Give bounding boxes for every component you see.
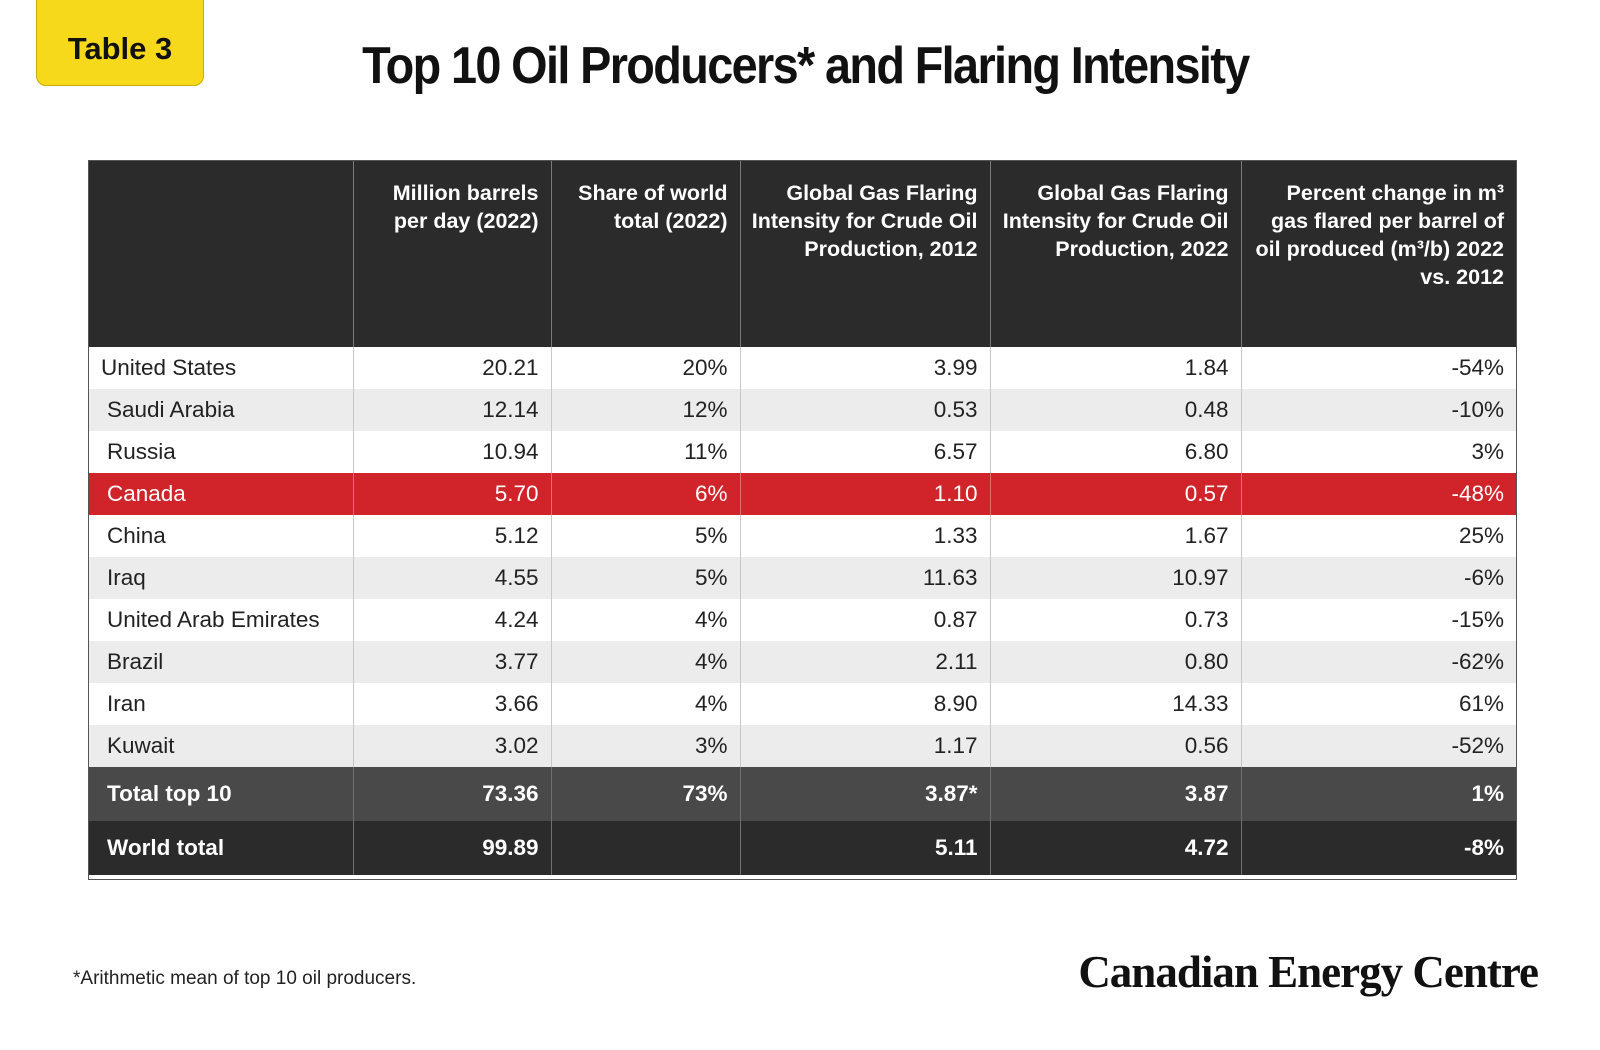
value-cell: -62% — [1240, 641, 1516, 683]
row-label-cell: Canada — [89, 473, 353, 515]
value-cell — [550, 821, 740, 875]
table-body: United States 20.21 20% 3.99 1.84 -54% Saudi A… — [89, 347, 1516, 875]
column-header — [89, 161, 353, 347]
value-cell: 3.77 — [352, 641, 551, 683]
value-cell: 5.70 — [352, 473, 551, 515]
value-cell: 4.72 — [989, 821, 1241, 875]
value-cell: 4.24 — [352, 599, 551, 641]
value-cell: 5.11 — [739, 821, 990, 875]
value-cell: 3.87 — [989, 767, 1241, 821]
value-cell: 5% — [550, 557, 740, 599]
row-label-cell: Russia — [89, 431, 353, 473]
column-header: Global Gas Flaring Intensity for Crude O… — [739, 161, 990, 347]
column-header: Global Gas Flaring Intensity for Crude O… — [989, 161, 1241, 347]
row-label-cell: China — [89, 515, 353, 557]
value-cell: 12.14 — [352, 389, 551, 431]
value-cell: 3% — [1240, 431, 1516, 473]
value-cell: 12% — [550, 389, 740, 431]
value-cell: 14.33 — [989, 683, 1241, 725]
value-cell: 4% — [550, 599, 740, 641]
table-row: China 5.12 5% 1.33 1.67 25% — [89, 515, 1516, 557]
table-number-badge: Table 3 — [36, 0, 204, 86]
value-cell: 0.48 — [989, 389, 1241, 431]
value-cell: -15% — [1240, 599, 1516, 641]
column-header: Share of world total (2022) — [550, 161, 740, 347]
value-cell: 5% — [550, 515, 740, 557]
value-cell: 0.56 — [989, 725, 1241, 767]
value-cell: 61% — [1240, 683, 1516, 725]
value-cell: 73.36 — [352, 767, 551, 821]
value-cell: 25% — [1240, 515, 1516, 557]
page-title: Top 10 Oil Producers* and Flaring Intens… — [362, 37, 1250, 95]
row-label-cell: Total top 10 — [89, 767, 353, 821]
table-row: Russia 10.94 11% 6.57 6.80 3% — [89, 431, 1516, 473]
row-label-cell: Iran — [89, 683, 353, 725]
value-cell: 1.10 — [739, 473, 990, 515]
brand-logo: Canadian Energy Centre — [1078, 947, 1539, 997]
value-cell: 6.80 — [989, 431, 1241, 473]
table-row: Saudi Arabia 12.14 12% 0.53 0.48 -10% — [89, 389, 1516, 431]
value-cell: 0.57 — [989, 473, 1241, 515]
table-header-row: Million barrels per day (2022) Share of … — [89, 161, 1516, 347]
table-row: Kuwait 3.02 3% 1.17 0.56 -52% — [89, 725, 1516, 767]
value-cell: 8.90 — [739, 683, 990, 725]
value-cell: 73% — [550, 767, 740, 821]
value-cell: 20% — [550, 347, 740, 389]
value-cell: 0.80 — [989, 641, 1241, 683]
row-label-cell: Saudi Arabia — [89, 389, 353, 431]
value-cell: 1% — [1240, 767, 1516, 821]
value-cell: 1.84 — [989, 347, 1241, 389]
value-cell: 3% — [550, 725, 740, 767]
row-label-cell: Kuwait — [89, 725, 353, 767]
value-cell: 5.12 — [352, 515, 551, 557]
value-cell: 11.63 — [739, 557, 990, 599]
table-row: Iran 3.66 4% 8.90 14.33 61% — [89, 683, 1516, 725]
value-cell: -6% — [1240, 557, 1516, 599]
value-cell: 1.33 — [739, 515, 990, 557]
value-cell: 3.87* — [739, 767, 990, 821]
column-header: Million barrels per day (2022) — [352, 161, 551, 347]
row-label-cell: Iraq — [89, 557, 353, 599]
value-cell: -54% — [1240, 347, 1516, 389]
value-cell: 3.66 — [352, 683, 551, 725]
row-label-cell: World total — [89, 821, 353, 875]
footnote: *Arithmetic mean of top 10 oil producers… — [73, 968, 417, 989]
value-cell: 11% — [550, 431, 740, 473]
value-cell: -52% — [1240, 725, 1516, 767]
column-header: Percent change in m³ gas flared per barr… — [1240, 161, 1516, 347]
value-cell: -8% — [1240, 821, 1516, 875]
value-cell: 6% — [550, 473, 740, 515]
value-cell: 4.55 — [352, 557, 551, 599]
value-cell: 6.57 — [739, 431, 990, 473]
value-cell: 2.11 — [739, 641, 990, 683]
producers-table: Million barrels per day (2022) Share of … — [89, 161, 1516, 875]
value-cell: 3.99 — [739, 347, 990, 389]
value-cell: 0.73 — [989, 599, 1241, 641]
value-cell: -48% — [1240, 473, 1516, 515]
world-total-row: World total 99.89 5.11 4.72 -8% — [89, 821, 1516, 875]
value-cell: 4% — [550, 683, 740, 725]
value-cell: 1.17 — [739, 725, 990, 767]
row-label-cell: United Arab Emirates — [89, 599, 353, 641]
row-label-cell: Brazil — [89, 641, 353, 683]
table-row: Iraq 4.55 5% 11.63 10.97 -6% — [89, 557, 1516, 599]
value-cell: 1.67 — [989, 515, 1241, 557]
value-cell: 10.97 — [989, 557, 1241, 599]
value-cell: 3.02 — [352, 725, 551, 767]
value-cell: 20.21 — [352, 347, 551, 389]
value-cell: 10.94 — [352, 431, 551, 473]
value-cell: 0.87 — [739, 599, 990, 641]
value-cell: 4% — [550, 641, 740, 683]
value-cell: 99.89 — [352, 821, 551, 875]
row-label-cell: United States — [89, 347, 353, 389]
total-top-10-row: Total top 10 73.36 73% 3.87* 3.87 1% — [89, 767, 1516, 821]
table-row: United States 20.21 20% 3.99 1.84 -54% — [89, 347, 1516, 389]
table-row-highlighted: Canada 5.70 6% 1.10 0.57 -48% — [89, 473, 1516, 515]
value-cell: -10% — [1240, 389, 1516, 431]
table-row: United Arab Emirates 4.24 4% 0.87 0.73 -15% — [89, 599, 1516, 641]
table-row: Brazil 3.77 4% 2.11 0.80 -62% — [89, 641, 1516, 683]
value-cell: 0.53 — [739, 389, 990, 431]
